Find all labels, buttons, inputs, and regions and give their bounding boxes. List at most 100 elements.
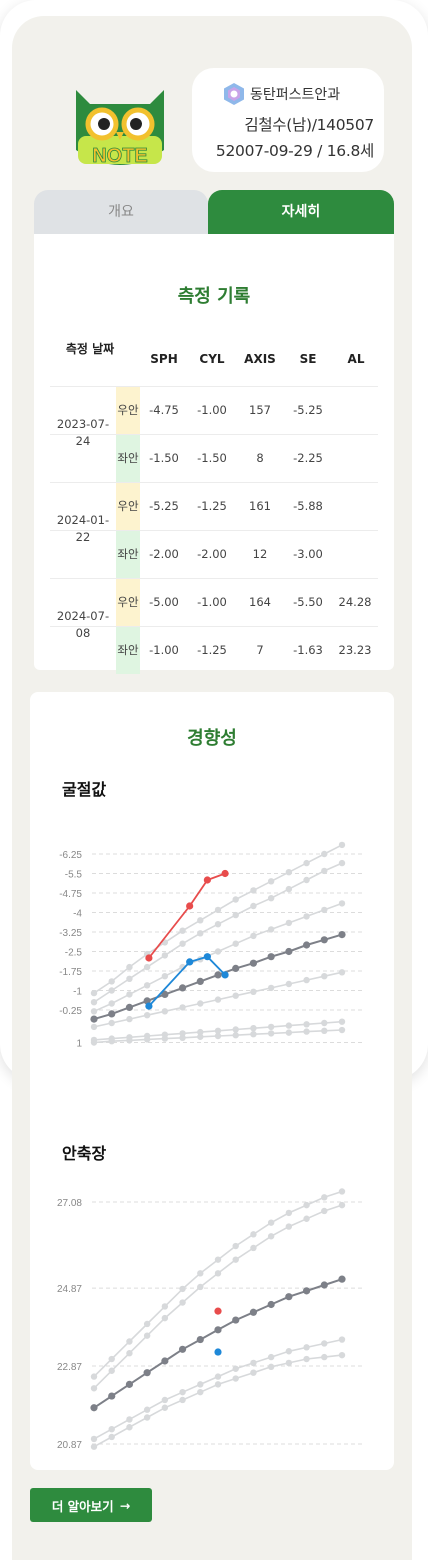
se-value: -5.50 <box>293 595 323 609</box>
median-series-point <box>232 964 240 972</box>
percentile-series-point <box>303 1344 310 1351</box>
left-eye-series-line <box>148 955 226 1007</box>
percentile-series-point <box>179 940 186 947</box>
percentile-series-point <box>161 1314 169 1322</box>
percentile-series-point <box>179 1030 186 1037</box>
percentile-series-point <box>161 1404 169 1411</box>
percentile-series-point <box>285 1209 293 1217</box>
median-series-point <box>232 1316 240 1324</box>
percentile-series-point <box>197 1033 204 1040</box>
median-series-point <box>161 990 169 998</box>
right-eye-series-point <box>145 954 153 962</box>
record-date-2024-07-08: 2024-07-08 <box>56 609 110 640</box>
al-value: 23.23 <box>338 643 372 657</box>
percentile-series-point <box>161 952 169 959</box>
column-header-al: AL <box>347 352 365 366</box>
percentile-series-point <box>143 1406 151 1413</box>
percentile-series-point <box>338 900 346 907</box>
percentile-series-point <box>250 1244 257 1252</box>
median-series-point <box>285 947 293 956</box>
y-tick-label: -0.25 <box>59 1006 82 1017</box>
sph-value: -1.50 <box>149 451 179 465</box>
percentile-series-point <box>303 876 310 884</box>
hospital-logo-icon <box>224 83 244 105</box>
percentile-series-point <box>197 930 204 937</box>
percentile-series-point <box>232 992 239 999</box>
percentile-series-point <box>90 1008 98 1015</box>
percentile-series-point <box>214 1032 222 1040</box>
right-eye-series-point <box>221 869 229 878</box>
y-tick-label: -5.5 <box>65 870 83 881</box>
percentile-series-point <box>232 1256 239 1263</box>
tab-detail[interactable]: 자세히 <box>208 190 394 234</box>
cyl-value: -1.25 <box>197 643 227 657</box>
learn-more-label: 더 알아보기 <box>51 1498 114 1514</box>
percentile-series-point <box>338 969 346 976</box>
percentile-series-point <box>179 927 186 934</box>
percentile-series-point <box>303 1021 310 1028</box>
table-row: 우안 -4.75 -1.00 157 -5.25 <box>50 386 378 434</box>
median-series-point <box>90 1015 98 1023</box>
table-row: 좌안 -1.50 -1.50 8 -2.25 <box>50 434 378 482</box>
median-series-point <box>249 959 258 967</box>
y-tick-label: 22.87 <box>57 1362 82 1373</box>
column-header-date: 측정 날짜 <box>65 342 115 356</box>
median-series-point <box>196 977 204 985</box>
column-header-axis: AXIS <box>244 352 276 366</box>
percentile-series-point <box>161 1303 169 1310</box>
percentile-series-point <box>179 1299 186 1306</box>
percentile-series-point <box>338 859 346 867</box>
percentile-series-point <box>143 982 151 989</box>
percentile-series-point <box>143 1332 151 1339</box>
percentile-series-point <box>321 850 328 858</box>
percentile-series-point <box>321 867 328 875</box>
percentile-series-point <box>285 919 293 927</box>
percentile-series-point <box>179 1004 186 1011</box>
y-tick-label: -4.75 <box>59 889 82 900</box>
cyl-value: -1.00 <box>197 403 227 417</box>
tab-overview[interactable]: 개요 <box>34 190 208 234</box>
learn-more-button[interactable]: 더 알아보기 → <box>30 1488 152 1522</box>
right-eye-label: 우안 <box>116 579 140 626</box>
percentile-series-point <box>338 1351 346 1359</box>
median-series-point <box>214 971 222 979</box>
percentile-series-point <box>90 999 98 1006</box>
y-tick-label: 27.08 <box>57 1198 82 1209</box>
percentile-series-point <box>143 963 151 971</box>
percentile-series-point <box>338 1201 346 1209</box>
cyl-value: -2.00 <box>197 547 227 561</box>
percentile-series-point <box>267 1219 275 1226</box>
percentile-series-point <box>232 1026 239 1033</box>
percentile-series-point <box>214 1027 222 1034</box>
percentile-series-point <box>267 1353 275 1361</box>
right-eye-label: 우안 <box>116 483 140 530</box>
al-value <box>332 531 378 578</box>
median-series-point <box>320 1281 328 1289</box>
median-series-point <box>302 941 311 949</box>
percentile-series-point <box>143 1036 151 1043</box>
y-tick-label: -6.25 <box>59 850 82 861</box>
percentile-series-point <box>126 1424 133 1431</box>
table-row: 좌안 -1.00 -1.25 7 -1.63 23.23 <box>50 626 378 674</box>
percentile-series-point <box>232 1365 239 1372</box>
axial-length-chart-title: 안축장 <box>62 1144 107 1163</box>
percentile-series-point <box>232 940 239 947</box>
left-eye-label: 좌안 <box>116 627 140 674</box>
axis-value: 7 <box>256 643 264 657</box>
y-tick-label: -1 <box>73 987 82 998</box>
percentile-series-point <box>338 1336 346 1343</box>
percentile-series-point <box>267 984 275 992</box>
view-tabs: 개요 자세히 <box>34 190 394 234</box>
percentile-series-point <box>126 1338 133 1345</box>
left-eye-series-point <box>203 953 211 961</box>
percentile-series-point <box>321 1019 328 1027</box>
percentile-series-point <box>285 1223 293 1230</box>
percentile-series-point <box>232 1242 239 1250</box>
percentile-series-point <box>90 1435 98 1443</box>
column-header-cyl: CYL <box>199 352 225 366</box>
refraction-trend-chart: -6.25 -5.5 -4.75 -4 -3.25 -2.5 -1.75 -1 -0.25 1 <box>59 841 364 1050</box>
axis-value: 161 <box>249 499 271 513</box>
percentile-series-point <box>267 926 275 933</box>
